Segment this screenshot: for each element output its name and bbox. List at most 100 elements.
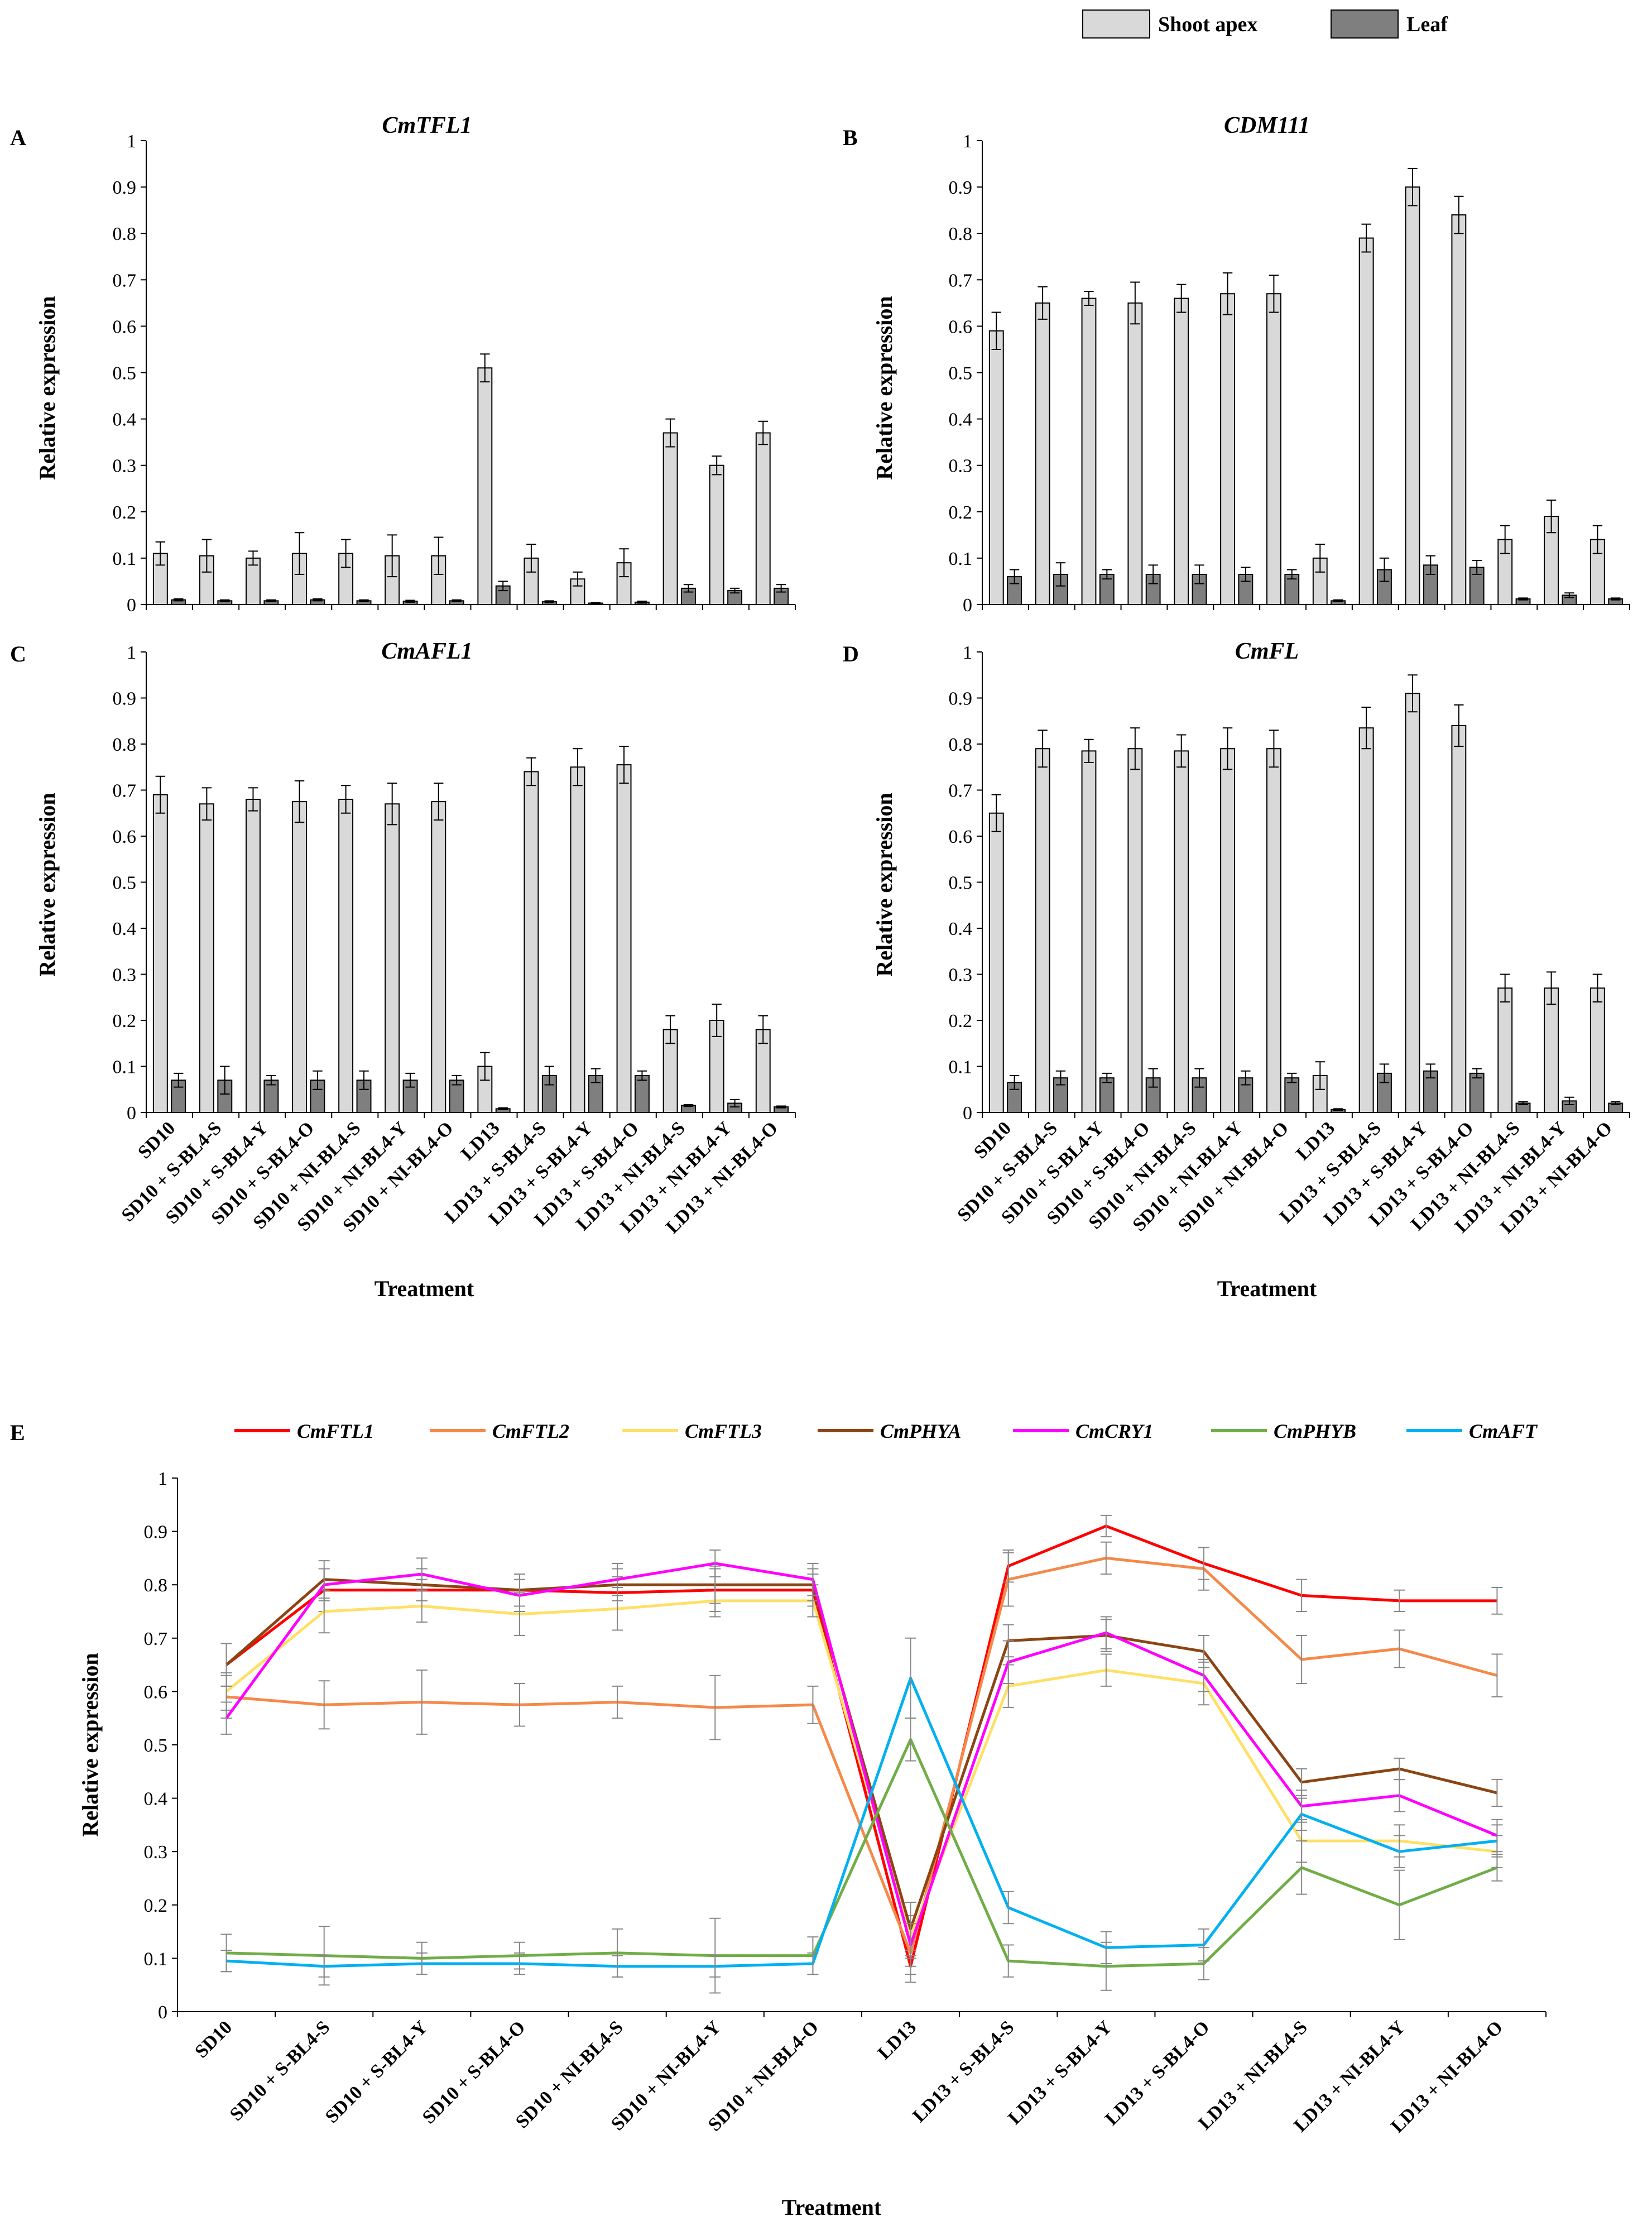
panel-label-a: A: [10, 125, 26, 150]
x-tick-label-sd10-s-bl4-o: SD10 + S-BL4-O: [419, 2017, 530, 2128]
bar-shoot-apex-sd10-ni-bl4-o: [1266, 748, 1281, 1113]
y-tick-label: 1: [963, 131, 972, 152]
y-tick-label: 0.8: [949, 224, 973, 244]
y-tick-label: 0.7: [949, 781, 973, 802]
y-tick-label: 0.6: [949, 316, 973, 337]
legend-label-cmaft: CmAFT: [1469, 1420, 1538, 1442]
y-tick-label: 0: [963, 1103, 972, 1124]
bar-shoot-apex-sd10: [988, 812, 1004, 1113]
bar-shoot-apex-sd10-ni-bl4-s: [338, 799, 354, 1113]
bar-shoot-apex-sd10-ni-bl4-y: [1220, 293, 1235, 605]
series-line-cmaft: [226, 1677, 1497, 1968]
y-tick-label: 0.5: [113, 873, 137, 894]
y-tick-label: 1: [963, 642, 972, 663]
bar-leaf-ld13-s-bl4-o: [1469, 1072, 1485, 1113]
bar-shoot-apex-sd10-s-bl4-o: [1127, 748, 1143, 1113]
bar-shoot-apex-sd10-s-bl4-o: [1127, 302, 1143, 605]
bar-leaf-sd10-s-bl4-s: [1053, 1077, 1068, 1113]
panel-label-e: E: [10, 1420, 25, 1445]
bar-leaf-ld13-s-bl4-y: [1423, 564, 1438, 605]
bar-shoot-apex-ld13-s-bl4-s: [1358, 727, 1374, 1113]
panel-label-d: D: [843, 641, 859, 666]
bar-shoot-apex-sd10-s-bl4-y: [1081, 750, 1097, 1113]
y-tick-label: 0.6: [949, 827, 973, 847]
plot-area-a: 0 0.1 0.2 0.3 0.4 0.5 0.6 0.7 0.8 0.9 1: [113, 131, 796, 616]
y-tick-label: 0.2: [949, 1011, 973, 1032]
y-tick-label: 0.7: [113, 270, 137, 291]
y-tick-label: 0.2: [144, 1896, 168, 1916]
y-tick-label: 0.3: [113, 456, 137, 477]
bar-shoot-apex-sd10-s-bl4-y: [246, 799, 261, 1113]
series-line-cmcry1: [225, 1562, 1498, 1946]
y-tick-label: 0.3: [949, 456, 973, 477]
line-legend: CmFTL1 CmFTL2 CmFTL3 CmPHYA CmCRY1 CmPHYB CmAF…: [234, 1420, 1538, 1442]
y-tick-label: 0.1: [949, 1057, 973, 1078]
bar-shoot-apex-sd10-ni-bl4-s: [1174, 298, 1189, 605]
bar-shoot-apex-ld13-ni-bl4-s: [662, 432, 678, 606]
bar-shoot-apex-sd10-s-bl4-s: [1035, 748, 1050, 1113]
y-tick-label: 0.2: [113, 1011, 137, 1032]
x-axis-label-c: Treatment: [374, 1276, 474, 1301]
y-axis-label-b: Relative expression: [872, 296, 897, 479]
y-tick-label: 0.1: [113, 549, 137, 569]
chart-title-b: CDM111: [1224, 113, 1310, 138]
bar-shoot-apex-sd10-ni-bl4-o: [1266, 293, 1281, 605]
series-line-cmphyb: [226, 1738, 1498, 1968]
bar-shoot-apex-sd10-s-bl4-y: [1081, 298, 1097, 605]
x-tick-label-ld13-s-bl4-o: LD13 + S-BL4-O: [1101, 2017, 1214, 2129]
y-tick-label: 0.9: [949, 177, 973, 198]
bar-shoot-apex-ld13-s-bl4-s: [1358, 237, 1374, 605]
y-tick-label: 0.4: [949, 410, 973, 430]
y-tick-label: 0.8: [113, 735, 137, 755]
bar-shoot-apex-ld13-s-bl4-y: [1405, 693, 1420, 1113]
panel-b: B CDM111 Relative expression 00.10.20.30…: [843, 113, 1630, 616]
x-axis-label-e: Treatment: [782, 2195, 882, 2220]
bar-shoot-apex-ld13-s-bl4-o: [1451, 214, 1467, 605]
legend-label-shoot-apex: Shoot apex: [1158, 13, 1257, 36]
bar-leaf-sd10-ni-bl4-o: [1284, 1077, 1300, 1113]
bar-shoot-apex-sd10-s-bl4-y: [246, 557, 261, 606]
bar-shoot-apex-sd10-ni-bl4-y: [385, 803, 400, 1113]
y-tick-label: 0.5: [113, 363, 137, 384]
legend-swatch-shoot-apex: [1082, 9, 1150, 39]
bar-shoot-apex-ld13-s-bl4-s: [524, 771, 539, 1113]
series-line-cmftl2: [226, 1556, 1498, 1955]
chart-title-c: CmAFL1: [381, 639, 472, 664]
y-tick-label: 0.6: [113, 316, 137, 337]
bar-leaf-ld13-s-bl4-o: [634, 1075, 650, 1113]
x-tick-label-sd10-s-bl4-y: SD10 + S-BL4-Y: [321, 2017, 432, 2127]
y-tick-label: 0.5: [949, 363, 973, 384]
bar-shoot-apex-ld13-s-bl4-o: [616, 764, 632, 1113]
panel-label-c: C: [10, 641, 26, 666]
series-line-cmftl1: [225, 1524, 1497, 1968]
x-tick-label-ld13-s-bl4-y: LD13 + S-BL4-Y: [1004, 2017, 1116, 2128]
y-tick-label: 0: [127, 595, 136, 616]
x-axis-label-d: Treatment: [1217, 1276, 1317, 1301]
bar-leaf-sd10-s-bl4-y: [1099, 1077, 1115, 1113]
y-tick-label: 0.7: [144, 1629, 168, 1649]
legend-label-cmftl3: CmFTL3: [685, 1420, 762, 1442]
bar-shoot-apex-ld13-s-bl4-o: [1451, 725, 1467, 1113]
series-line-cmftl3: [225, 1599, 1497, 1939]
bar-shoot-apex-ld13-ni-bl4-o: [1589, 987, 1605, 1113]
bar-shoot-apex-sd10-ni-bl4-y: [1220, 748, 1235, 1113]
legend-label-cmcry1: CmCRY1: [1075, 1420, 1153, 1442]
y-tick-label: 0.1: [113, 1057, 137, 1078]
panel-a: A CmTFL1 Relative expression 00.10.20.30…: [10, 113, 796, 616]
bar-shoot-apex-ld13-ni-bl4-y: [709, 464, 724, 606]
y-tick-label: 0.3: [144, 1842, 168, 1863]
y-axis-label-d: Relative expression: [872, 793, 897, 976]
y-tick-label: 0.2: [113, 502, 137, 523]
bar-shoot-apex-sd10: [988, 330, 1004, 606]
y-tick-label: 0: [127, 1103, 136, 1124]
y-tick-label: 1: [127, 131, 136, 152]
y-tick-label: 0.8: [144, 1575, 168, 1596]
x-tick-label-sd10: SD10: [191, 2017, 236, 2062]
plot-area-b: 0 0.1 0.2 0.3 0.4 0.5 0.6 0.7 0.8 0.9 1: [949, 131, 1630, 616]
legend-label-cmphya: CmPHYA: [880, 1420, 961, 1442]
x-tick-label-ld13: LD13: [874, 2017, 921, 2064]
bar-shoot-apex-ld13-ni-bl4-y: [1544, 987, 1559, 1113]
